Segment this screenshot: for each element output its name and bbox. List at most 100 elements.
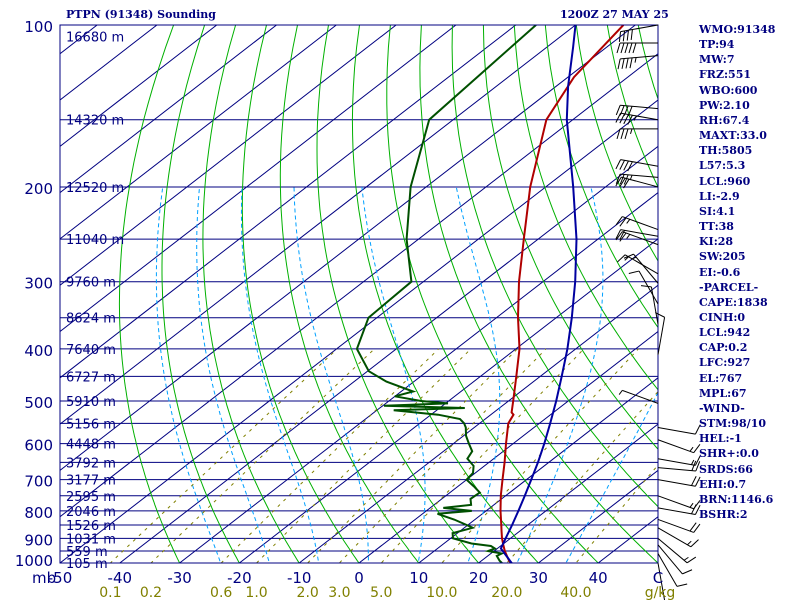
height-label: 16680 m [66,30,124,45]
index-item: CAPE:1838 [699,295,768,309]
pressure-label: 800 [24,504,53,522]
pressure-label: 700 [24,473,53,491]
height-label: 9760 m [66,276,116,291]
mixing-ratio-line [575,464,658,563]
moist-adiabat [196,186,270,563]
wind-barb [657,527,699,548]
temperature-label: 40 [589,569,608,587]
mixing-ratio-label: 0.2 [140,585,162,600]
dry-adiabat [161,25,240,563]
index-item: MPL:67 [699,386,747,400]
isobar-lines [60,24,658,564]
wind-barb [615,104,659,117]
wind-barb [628,270,659,305]
isotherm [60,25,337,240]
index-item: RH:67.4 [699,113,750,127]
dry-adiabat [386,25,599,563]
wind-barb [615,176,659,189]
wind-barb [657,518,701,533]
wind-barb [615,159,659,172]
mixing-ratio-label: 20.0 [491,585,522,600]
pressure-label: 900 [24,531,53,549]
temperature-label: 30 [529,569,548,587]
mixing-ratio-unit: g/kg [645,585,676,600]
wind-barb [657,537,697,564]
index-item: HEL:-1 [699,432,742,446]
height-label: 5156 m [66,417,116,432]
pressure-label: 300 [24,275,53,293]
wind-barb [640,285,659,325]
index-item: EL:767 [699,371,743,385]
index-item: WBO:600 [699,83,758,97]
mixing-ratio-line [441,348,639,563]
dewpoint-profile [355,25,537,563]
index-item: TT:38 [699,220,734,234]
dry-adiabat [575,25,658,262]
index-item: MAXT:33.0 [699,129,767,143]
index-item: SI:4.1 [699,204,736,218]
isotherm [60,25,576,425]
index-item: TH:5805 [699,144,753,158]
isotherm [60,25,636,472]
isotherm [179,191,658,563]
height-label: 1526 m [66,519,116,534]
height-label: 2595 m [66,490,116,505]
index-item: LCL:960 [699,174,751,188]
temperature-label: -10 [287,569,312,587]
wind-barb [657,460,701,472]
temperature-label: 0 [354,569,364,587]
index-item: SW:205 [699,250,746,264]
mixing-ratio-line [150,348,375,563]
wind-barb [623,253,659,284]
unit-label: mb [32,569,56,587]
index-item: PW:2.10 [699,98,750,112]
wind-barb [657,476,701,487]
wind-barb [657,544,693,575]
wind-barb [657,424,701,435]
pressure-label: 200 [24,180,53,198]
isotherm [478,423,658,563]
moist-adiabat [455,186,501,563]
temperature-label: 10 [409,569,428,587]
isotherm [60,25,218,147]
mixing-ratio-line [306,348,518,563]
isotherm [538,469,658,563]
dry-adiabat [451,25,658,508]
mixing-ratio-label: 0.6 [210,585,232,600]
index-item: EI:-0.6 [699,265,741,279]
index-item: TP:94 [699,38,735,52]
height-label: 7640 m [66,343,116,358]
temperature-label: C [653,569,663,587]
pressure-label: 400 [24,342,53,360]
index-item: SHR+:0.0 [699,447,759,461]
index-item: BSHR:2 [699,508,748,521]
wind-barb [616,128,658,140]
pressure-label: 600 [24,437,53,455]
height-label: 4448 m [66,438,116,453]
wind-barb [617,55,659,70]
height-label: 5910 m [66,395,116,410]
index-item: -PARCEL- [699,280,759,294]
wind-barb [615,231,659,246]
index-item: LFC:927 [699,356,751,370]
wind-barb [657,553,688,587]
index-item: L57:5.3 [699,159,746,173]
index-item: MW:7 [699,53,735,67]
dry-adiabat [513,25,658,391]
temperature-label: -40 [108,569,133,587]
index-item: CAP:0.2 [699,341,748,355]
dry-adiabat [316,25,480,563]
mixing-ratio-label: 3.0 [328,585,350,600]
moist-adiabat [155,186,222,563]
index-item: BRN:1146.6 [699,492,774,506]
height-label: 1031 m [66,532,116,547]
isotherm [60,53,658,518]
temperature-label: -20 [227,569,252,587]
wind-barbs [615,24,701,600]
wind-barb [657,439,701,454]
mixing-ratio-label: 2.0 [297,585,319,600]
height-label: 3792 m [66,456,116,471]
index-item: LCL:942 [699,326,751,340]
isotherm [239,238,658,563]
index-item: -WIND- [699,401,745,415]
